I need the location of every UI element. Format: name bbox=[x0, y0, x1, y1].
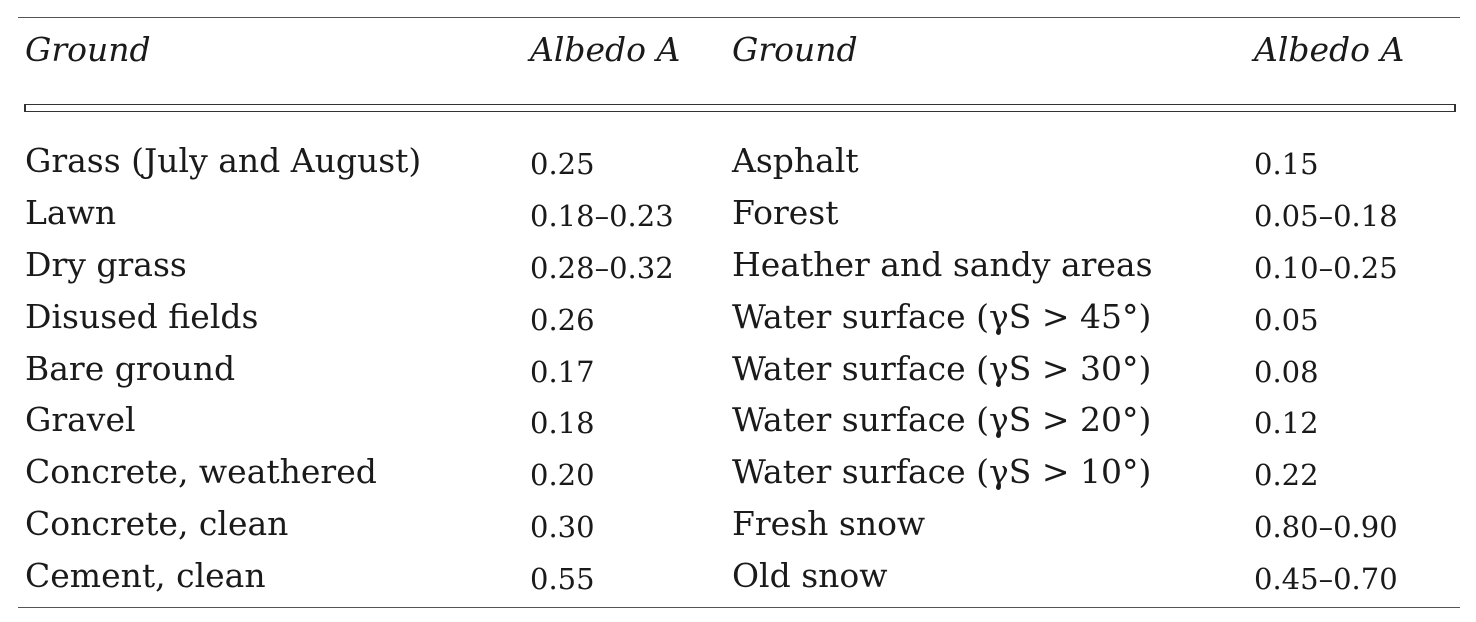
cell-albedo-left: 0.20 bbox=[530, 458, 595, 493]
cell-albedo-left: 0.17 bbox=[530, 354, 595, 389]
cell-albedo-left: 0.18 bbox=[530, 406, 595, 441]
cell-ground-left: Grass (July and August) bbox=[25, 141, 422, 180]
cell-albedo-left: 0.25 bbox=[530, 147, 595, 181]
cell-ground-right: Old snow bbox=[732, 556, 888, 596]
cell-albedo-right: 0.10–0.25 bbox=[1254, 250, 1398, 285]
cell-albedo-right: 0.15 bbox=[1254, 147, 1319, 181]
header-ground-right: Ground bbox=[732, 30, 858, 69]
cell-ground-right: Fresh snow bbox=[732, 504, 926, 544]
table-row: Concrete, weathered 0.20 Water surface (… bbox=[18, 447, 1460, 499]
cell-ground-right: Heather and sandy areas bbox=[732, 244, 1153, 284]
cell-ground-left: Lawn bbox=[25, 192, 117, 232]
header-ground-left: Ground bbox=[25, 30, 151, 69]
cell-albedo-right: 0.80–0.90 bbox=[1254, 510, 1398, 545]
cell-albedo-right: 0.05–0.18 bbox=[1254, 198, 1398, 233]
cell-albedo-left: 0.28–0.32 bbox=[530, 250, 674, 285]
cell-ground-left: Disused fields bbox=[25, 296, 259, 336]
cell-ground-right: Water surface (γS > 45°) bbox=[732, 296, 1152, 336]
table-row: Grass (July and August) 0.25 Asphalt 0.1… bbox=[18, 136, 1460, 188]
header-albedo-right: Albedo A bbox=[1254, 30, 1405, 69]
cell-ground-left: Gravel bbox=[25, 400, 136, 440]
cell-ground-left: Bare ground bbox=[25, 348, 236, 388]
table-row: Gravel 0.18 Water surface (γS > 20°) 0.1… bbox=[18, 395, 1460, 447]
cell-albedo-right: 0.12 bbox=[1254, 406, 1319, 441]
table-row: Disused fields 0.26 Water surface (γS > … bbox=[18, 292, 1460, 344]
table-header-row: Ground Albedo A Ground Albedo A bbox=[18, 18, 1460, 104]
cell-ground-left: Concrete, clean bbox=[25, 504, 289, 544]
cell-ground-left: Dry grass bbox=[25, 244, 187, 284]
cell-ground-right: Forest bbox=[732, 192, 839, 232]
table-row: Dry grass 0.28–0.32 Heather and sandy ar… bbox=[18, 240, 1460, 292]
table-bottom-rule bbox=[18, 607, 1460, 609]
cell-albedo-right: 0.05 bbox=[1254, 302, 1319, 337]
cell-albedo-left: 0.55 bbox=[530, 562, 595, 597]
table-row: Cement, clean 0.55 Old snow 0.45–0.70 bbox=[18, 551, 1460, 603]
albedo-table: Ground Albedo A Ground Albedo A Grass (J… bbox=[18, 17, 1460, 609]
cell-ground-right: Water surface (γS > 20°) bbox=[732, 400, 1152, 440]
cell-ground-right: Water surface (γS > 10°) bbox=[732, 452, 1152, 492]
cell-ground-right: Water surface (γS > 30°) bbox=[732, 348, 1152, 388]
cell-albedo-left: 0.18–0.23 bbox=[530, 198, 674, 233]
table-row: Lawn 0.18–0.23 Forest 0.05–0.18 bbox=[18, 188, 1460, 240]
cell-albedo-left: 0.26 bbox=[530, 302, 595, 337]
cell-albedo-left: 0.30 bbox=[530, 510, 595, 545]
cell-albedo-right: 0.22 bbox=[1254, 458, 1319, 493]
cell-albedo-right: 0.45–0.70 bbox=[1254, 562, 1398, 597]
cell-ground-left: Cement, clean bbox=[25, 556, 266, 596]
header-albedo-left: Albedo A bbox=[530, 30, 681, 69]
cell-ground-right: Asphalt bbox=[732, 141, 859, 180]
table-row: Bare ground 0.17 Water surface (γS > 30°… bbox=[18, 344, 1460, 396]
table-body: Grass (July and August) 0.25 Asphalt 0.1… bbox=[18, 112, 1460, 607]
header-double-rule bbox=[24, 103, 1456, 112]
table-row: Concrete, clean 0.30 Fresh snow 0.80–0.9… bbox=[18, 499, 1460, 551]
cell-albedo-right: 0.08 bbox=[1254, 354, 1319, 389]
table-top-rule bbox=[18, 17, 1460, 18]
cell-ground-left: Concrete, weathered bbox=[25, 452, 377, 492]
